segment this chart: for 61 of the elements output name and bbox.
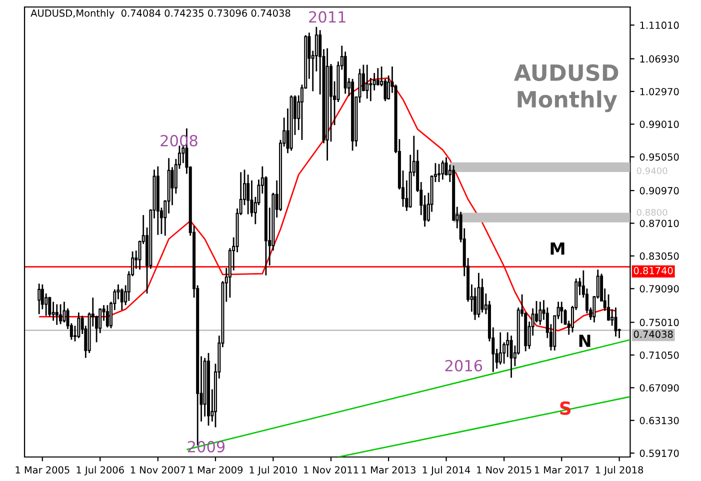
- candlestick: [560, 301, 564, 324]
- y-tick-label: 0.79090: [640, 285, 679, 292]
- x-tick-label: 1 Jul 2006: [76, 466, 124, 476]
- candlestick: [120, 288, 124, 311]
- y-tick-label: 0.67090: [640, 384, 679, 392]
- ref-line-label: 0.74038: [634, 330, 673, 338]
- x-tick-label: 1 Mar 2017: [534, 466, 589, 474]
- annotation: 2016: [445, 360, 482, 372]
- candlestick: [438, 163, 441, 183]
- series-label: 0.8800: [636, 208, 668, 216]
- y-tick-label: 0.95050: [640, 153, 679, 161]
- candlestick: [441, 160, 444, 180]
- y-tick-label: 0.63130: [640, 416, 679, 424]
- x-tick-label: 1 Nov 2015: [477, 466, 532, 474]
- x-tick-label: 1 Mar 2005: [16, 466, 70, 474]
- x-tick-label: 1 Jul 2018: [596, 466, 644, 476]
- y-tick-label: 0.83050: [640, 252, 679, 260]
- x-tick-label: 1 Nov 2007: [130, 466, 186, 474]
- candlestick: [62, 301, 66, 324]
- candlestick: [106, 304, 109, 328]
- candlestick: [510, 334, 513, 378]
- candlestick: [246, 174, 250, 215]
- annotation: N: [579, 334, 590, 347]
- candlestick: [474, 287, 477, 321]
- candlestick: [369, 77, 372, 102]
- candlestick: [77, 312, 80, 339]
- candlestick: [535, 300, 538, 324]
- candlestick: [38, 282, 41, 315]
- candlestick: [538, 301, 542, 326]
- x-tick-label: 1 Jul 2010: [250, 466, 297, 476]
- candlestick: [376, 67, 380, 86]
- candlestick: [44, 292, 48, 316]
- annotation: 2011: [309, 11, 346, 23]
- annotation: M: [550, 242, 564, 255]
- candlestick: [366, 64, 369, 100]
- candlestick: [59, 304, 62, 325]
- candlestick: [98, 308, 102, 334]
- y-tick-label: 0.99010: [640, 120, 679, 128]
- y-tick-label: 1.11010: [640, 22, 679, 29]
- y-tick-label: 1.06930: [640, 55, 679, 63]
- y-tick-label: 0.59170: [640, 450, 679, 457]
- y-tick-label: 0.71050: [640, 352, 679, 359]
- y-tick-label: 0.90970: [640, 187, 679, 194]
- y-tick-label: 0.75010: [640, 318, 679, 326]
- candlestick: [55, 304, 58, 326]
- series-label: 0.9400: [636, 167, 668, 174]
- candlestick: [170, 166, 174, 206]
- x-tick-label: 1 Mar 2013: [362, 466, 416, 474]
- x-tick-label: 1 Jul 2014: [422, 466, 470, 476]
- y-tick-label: 0.87010: [640, 220, 679, 228]
- ref-line-label: 0.81740: [634, 266, 673, 274]
- x-tick-label: 1 Nov 2011: [304, 466, 358, 474]
- candlestick: [52, 301, 55, 322]
- y-tick-label: 1.02970: [640, 88, 679, 96]
- x-tick-label: 1 Mar 2009: [188, 466, 243, 474]
- candlestick: [48, 296, 52, 318]
- candlestick: [480, 278, 484, 314]
- candlestick: [614, 306, 618, 338]
- chart-title: AUDUSD,Monthly 0.74084 0.74235 0.73096 0.74038: [30, 9, 290, 19]
- candlestick: [498, 332, 502, 366]
- annotation: AUDUSD Monthly: [514, 64, 618, 112]
